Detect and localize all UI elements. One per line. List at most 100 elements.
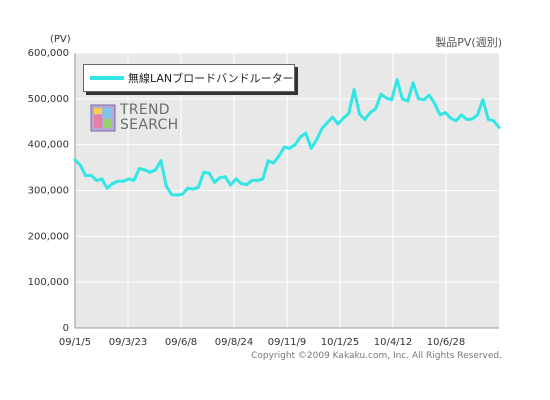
x-tick-label: 09/1/5 xyxy=(59,337,91,348)
legend-series-swatch xyxy=(90,76,124,80)
data-point xyxy=(293,143,297,147)
x-axis-tick-labels: 09/1/5 09/3/23 09/6/8 09/8/24 09/11/9 10/1/25… xyxy=(59,337,465,348)
data-point xyxy=(368,111,372,114)
data-point xyxy=(73,158,77,162)
legend: 無線LANブロードバンドルーター xyxy=(83,64,295,92)
trend-search-logo: TREND SEARCH xyxy=(90,103,190,136)
data-point xyxy=(186,186,190,190)
data-point xyxy=(358,112,361,116)
x-tick-label: 09/6/8 xyxy=(165,337,197,348)
data-point xyxy=(164,184,168,188)
data-point xyxy=(390,98,394,102)
data-point xyxy=(299,135,302,139)
data-point xyxy=(384,96,388,100)
data-point xyxy=(443,111,447,114)
data-point xyxy=(121,179,125,183)
y-tick-label: 200,000 xyxy=(28,231,69,242)
data-point xyxy=(89,174,93,177)
y-tick-label: 600,000 xyxy=(28,48,69,59)
data-point xyxy=(213,180,216,184)
data-point xyxy=(460,113,463,117)
data-point xyxy=(342,116,345,120)
data-point xyxy=(256,179,259,182)
data-point xyxy=(272,161,275,165)
data-point xyxy=(401,97,404,101)
data-point xyxy=(352,88,356,92)
data-point xyxy=(438,113,442,117)
data-point xyxy=(331,115,334,119)
logo-line-2: SEARCH xyxy=(120,117,179,133)
data-point xyxy=(470,117,474,121)
data-point xyxy=(127,177,131,181)
legend-series-label: 無線LANブロードバンドルーター xyxy=(128,72,294,85)
data-point xyxy=(486,118,490,121)
y-tick-label: 500,000 xyxy=(28,94,69,105)
data-point xyxy=(347,112,351,115)
data-point xyxy=(277,154,281,158)
data-point xyxy=(79,163,82,167)
data-point xyxy=(497,125,501,129)
x-tick-label: 10/1/25 xyxy=(321,337,360,348)
data-point xyxy=(154,168,157,172)
data-point xyxy=(105,186,109,190)
data-point xyxy=(476,113,479,117)
data-point xyxy=(427,93,431,97)
data-point xyxy=(175,193,179,197)
trend-search-logo-text: TREND SEARCH xyxy=(120,103,178,133)
data-point xyxy=(240,182,243,186)
data-point xyxy=(148,170,152,174)
data-point xyxy=(395,78,399,81)
copyright-notice: Copyright ©2009 Kakaku.com, Inc. All Rig… xyxy=(251,351,502,361)
data-point xyxy=(84,174,88,178)
data-point xyxy=(449,116,453,120)
trend-search-logo-mark xyxy=(90,104,116,132)
data-point xyxy=(379,92,383,96)
y-tick-label: 100,000 xyxy=(28,277,69,288)
data-point xyxy=(374,107,377,111)
logo-line-1: TREND xyxy=(120,102,170,118)
data-point xyxy=(465,118,469,121)
y-axis-tick-labels: 0 100,000 200,000 300,000 400,000 500,000 600,… xyxy=(28,48,69,334)
data-point xyxy=(315,138,318,142)
data-point xyxy=(111,182,114,186)
data-point xyxy=(422,98,426,102)
data-point xyxy=(406,99,410,103)
data-point xyxy=(309,146,313,150)
y-tick-label: 300,000 xyxy=(28,186,69,197)
x-tick-label: 09/11/9 xyxy=(268,337,307,348)
data-point xyxy=(304,131,308,135)
y-tick-label: 0 xyxy=(63,323,69,334)
data-point xyxy=(261,177,265,181)
data-point xyxy=(191,187,195,191)
data-point xyxy=(218,176,222,180)
data-point xyxy=(363,118,367,121)
data-point xyxy=(250,179,254,182)
x-tick-label: 09/3/23 xyxy=(109,337,148,348)
data-point xyxy=(433,102,436,105)
data-point xyxy=(481,98,485,102)
data-point xyxy=(207,171,211,175)
data-point xyxy=(411,81,415,85)
data-point xyxy=(245,183,249,186)
data-point xyxy=(336,122,340,126)
data-point xyxy=(159,159,163,163)
data-point xyxy=(282,145,286,149)
data-point xyxy=(170,193,174,197)
data-point xyxy=(116,179,120,183)
data-point xyxy=(223,175,227,179)
series-points xyxy=(73,78,501,197)
data-point xyxy=(100,177,104,181)
data-point xyxy=(454,119,458,123)
data-point xyxy=(320,127,324,130)
data-point xyxy=(325,121,329,125)
data-point xyxy=(229,183,233,187)
x-tick-label: 10/4/12 xyxy=(374,337,413,348)
data-point xyxy=(202,170,206,174)
data-point xyxy=(266,159,270,163)
data-point xyxy=(143,168,147,172)
y-tick-label: 400,000 xyxy=(28,140,69,151)
x-tick-label: 09/8/24 xyxy=(215,337,254,348)
x-tick-label: 10/6/28 xyxy=(427,337,466,348)
data-point xyxy=(95,179,98,182)
